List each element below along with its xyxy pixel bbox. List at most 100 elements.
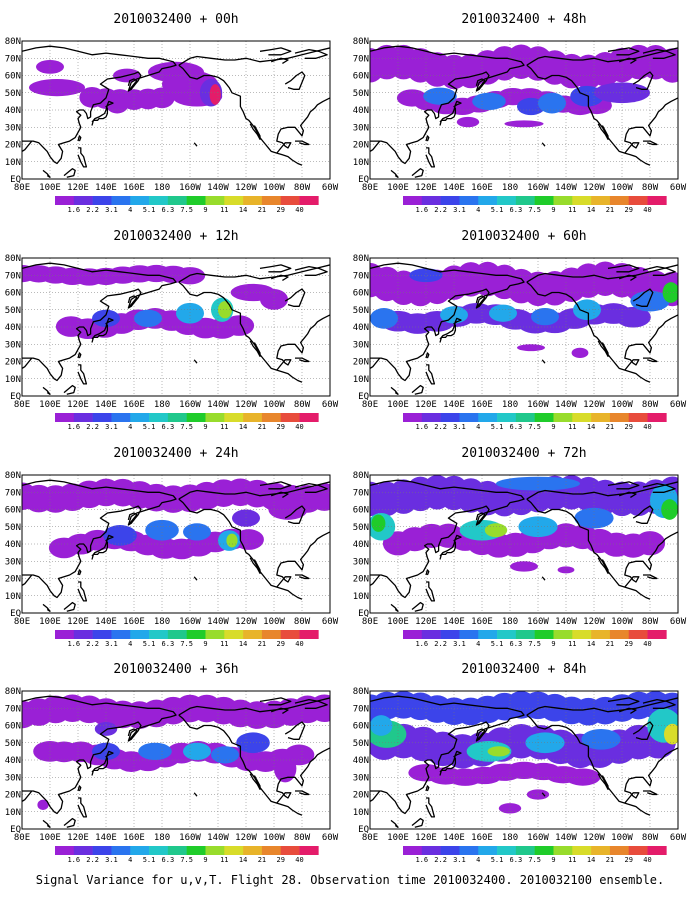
colorbar-swatch [515,630,535,639]
colorbar-swatch [167,196,187,205]
colorbar-swatch [73,846,93,855]
colorbar-swatch [515,413,535,422]
panel-title: 2010032400 + 24h [113,446,238,461]
y-tick-label: 50N [353,89,369,99]
y-tick-label: 20N [353,575,369,585]
colorbar-swatch [421,846,441,855]
colorbar: 1.6 2.2 3.1 4 5.1 6.3 7.5 9 11 14 21 29 40 [55,413,319,431]
y-tick-label: 70N [353,54,369,64]
colorbar-label: 7.5 [180,640,193,648]
y-tick-label: 40N [5,756,21,766]
coastlines [22,262,330,395]
colorbar-swatch [186,413,206,422]
variance-contour [134,309,162,327]
colorbar-swatch [628,846,648,855]
panel-title: 2010032400 + 72h [461,446,586,461]
x-tick-label: 60W [322,617,339,627]
x-tick-label: 120E [415,183,437,193]
colorbar-label: 5.1 [491,640,504,648]
panel-title: 2010032400 + 84h [461,662,586,677]
x-tick-label: 140E [95,833,117,843]
colorbar-label: 9 [551,856,555,864]
x-tick-label: 120W [583,183,605,193]
colorbar-swatch [130,196,150,205]
y-tick-label: 40N [5,323,21,333]
colorbar-swatch [553,630,573,639]
gridlines [370,41,678,179]
y-tick-label: 40N [353,756,369,766]
colorbar-swatch [553,846,573,855]
colorbar-label: 3.1 [105,640,118,648]
colorbar-swatch [647,196,667,205]
colorbar-swatch [73,630,93,639]
y-tick-label: 60N [353,72,369,82]
x-tick-label: 120E [415,833,437,843]
x-tick-label: 60W [670,617,687,627]
variance-contour [29,78,85,97]
y-tick-label: 10N [5,375,21,385]
gridlines [22,41,330,179]
variance-contour [538,92,566,114]
colorbar-label: 5.1 [491,856,504,864]
colorbar-label: 29 [277,423,285,431]
variance-contour [634,531,666,556]
panel-title: 2010032400 + 36h [113,662,238,677]
variance-contour [106,96,129,114]
coastlines [370,262,678,395]
variance-contour [145,519,179,541]
y-tick-label: 60N [5,722,21,732]
colorbar-swatch [515,846,535,855]
x-tick-label: 160W [179,183,201,193]
colorbar-label: 6.3 [162,206,175,214]
y-tick-label: 30N [353,123,369,133]
colorbar-label: 9 [551,206,555,214]
colorbar-label: 40 [643,640,651,648]
colorbar-label: 3.1 [453,640,466,648]
colorbar-label: 5.1 [491,423,504,431]
colorbar-label: 4 [476,206,480,214]
variance-contour [36,59,64,74]
variance-contour [183,742,211,760]
variance-contour [218,301,232,319]
colorbar-swatch [92,196,112,205]
map-panel: 2010032400 + 00h 80E 100E 120E 140E 160E 180 16… [5,12,339,214]
colorbar-swatch [243,196,263,205]
colorbar-label: 1.6 [415,423,428,431]
map-frame [21,40,331,180]
gridlines [22,258,330,396]
colorbar: 1.6 2.2 3.1 4 5.1 6.3 7.5 9 11 14 21 29 40 [403,630,667,648]
coastlines [370,695,678,828]
variance-contour [37,799,49,811]
colorbar-label: 14 [587,423,595,431]
colorbar-label: 3.1 [453,206,466,214]
colorbar-swatch [628,196,648,205]
colorbar: 1.6 2.2 3.1 4 5.1 6.3 7.5 9 11 14 21 29 40 [403,846,667,864]
y-tick-label: 30N [5,557,21,567]
colorbar-label: 21 [258,856,266,864]
y-tick-label: 50N [353,739,369,749]
colorbar-label: 1.6 [67,640,80,648]
x-tick-label: 120W [235,400,257,410]
x-tick-label: 160W [527,183,549,193]
y-tick-label: 80N [353,687,369,697]
x-tick-label: 100E [39,400,61,410]
y-tick-label: 30N [5,340,21,350]
x-tick-label: 80E [14,833,30,843]
x-tick-label: 100E [387,400,409,410]
colorbar: 1.6 2.2 3.1 4 5.1 6.3 7.5 9 11 14 21 29 40 [55,196,319,214]
colorbar-swatch [280,630,300,639]
x-tick-label: 140W [555,400,577,410]
x-tick-label: 160E [471,400,493,410]
colorbar-swatch [261,846,282,855]
y-tick-label: 70N [353,704,369,714]
colorbar-swatch [497,196,517,205]
variance-contour [260,289,288,310]
x-tick-label: 120W [235,183,257,193]
colorbar: 1.6 2.2 3.1 4 5.1 6.3 7.5 9 11 14 21 29 40 [55,630,319,648]
map-panel: 2010032400 + 12h 80E 100E 120E 140E 160E 180 16… [5,229,339,431]
x-tick-label: 80E [14,183,30,193]
colorbar-swatch [478,630,498,639]
x-tick-label: 160W [179,833,201,843]
variance-contour [565,768,601,786]
colorbar-swatch [609,196,630,205]
